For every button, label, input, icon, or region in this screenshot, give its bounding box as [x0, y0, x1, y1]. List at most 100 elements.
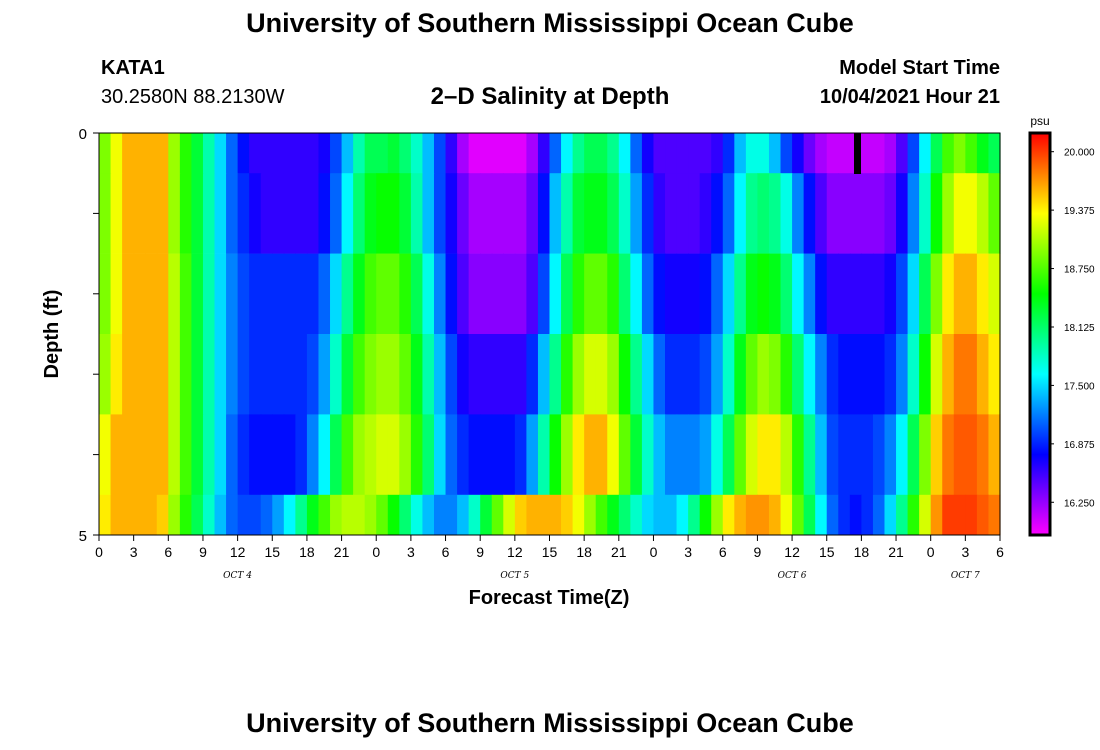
station-coordinates: 30.2580N 88.2130W [101, 86, 285, 108]
heat-cell [665, 494, 678, 536]
heat-cell [826, 494, 839, 536]
heat-cell [330, 414, 343, 496]
heat-cell [249, 253, 262, 335]
x-tick-label: 12 [507, 544, 523, 560]
heat-cell [734, 133, 747, 174]
heat-cell [768, 133, 782, 174]
heat-cell [514, 414, 527, 496]
heat-cell [422, 334, 435, 415]
heat-cell [214, 334, 227, 415]
heat-cell [745, 334, 759, 415]
heat-cell [272, 414, 285, 496]
heat-cell [768, 494, 782, 536]
heat-cell [330, 133, 343, 174]
heat-cell [549, 253, 562, 335]
heat-cell [214, 414, 227, 496]
heat-cell [607, 253, 620, 335]
heat-cell [907, 253, 920, 335]
colorbar-tick-label: 16.250 [1064, 498, 1095, 509]
heat-cell [849, 494, 862, 536]
heat-cell [480, 494, 493, 536]
heat-cell [595, 494, 608, 536]
heat-cell [237, 253, 250, 335]
heat-cell [768, 173, 782, 254]
heat-cell [976, 334, 990, 415]
heat-cell [780, 414, 793, 496]
heat-cell [872, 133, 886, 174]
heat-cell [191, 334, 204, 415]
heat-cell [572, 133, 585, 174]
day-labels: OCT 4 OCT 5 OCT 6 OCT 7 [223, 571, 980, 581]
heat-cell [156, 133, 169, 174]
heat-cell [387, 494, 400, 536]
heat-cell [399, 494, 412, 536]
heat-cell [410, 414, 424, 496]
heat-cell [99, 173, 112, 254]
heat-cell [122, 414, 135, 496]
heat-cell [433, 334, 447, 415]
heat-cell [907, 173, 920, 254]
heat-cell [768, 334, 782, 415]
heat-cell [272, 334, 285, 415]
heat-cell [815, 414, 828, 496]
heat-cell [734, 173, 747, 254]
x-tick-label: 9 [199, 544, 207, 560]
heat-cell [676, 253, 689, 335]
heat-cell [214, 133, 227, 174]
heat-cell [907, 494, 920, 536]
heat-cell [884, 494, 897, 536]
heat-cell [930, 133, 943, 174]
heat-cell [433, 494, 447, 536]
heat-cell [561, 133, 574, 174]
heat-cell [930, 494, 943, 536]
colorbar-tick-label: 18.125 [1064, 323, 1095, 334]
heat-cell [237, 133, 250, 174]
heat-cell [376, 334, 389, 415]
heat-cell [722, 334, 735, 415]
colorbar-unit: psu [1030, 114, 1049, 128]
heat-cell [306, 173, 320, 254]
heat-cell [457, 494, 470, 536]
heat-cell [410, 334, 424, 415]
heat-cell [584, 253, 597, 335]
heat-cell [191, 253, 204, 335]
heat-cell [514, 334, 527, 415]
heat-cell [341, 414, 354, 496]
heat-cell [260, 414, 273, 496]
heat-cell [838, 253, 851, 335]
heat-cell [676, 494, 689, 536]
heat-cell [630, 334, 643, 415]
heat-cell [988, 173, 1001, 254]
heatmap-cells [99, 133, 1001, 536]
heat-cell [976, 494, 990, 536]
x-tick-label: 3 [961, 544, 969, 560]
heat-cell [168, 173, 181, 254]
heat-cell [988, 334, 1001, 415]
heat-cell [260, 173, 273, 254]
x-tick-label: 0 [927, 544, 935, 560]
heat-cell [480, 173, 493, 254]
heat-cell [330, 253, 343, 335]
time-marker [854, 133, 861, 174]
colorbar-tick-label: 20.000 [1064, 148, 1095, 159]
heat-cell [226, 173, 239, 254]
heat-cell [942, 414, 955, 496]
heat-cell [665, 414, 678, 496]
heat-cell [930, 414, 943, 496]
heat-cell [260, 133, 273, 174]
heat-cell [976, 173, 990, 254]
heat-cell [156, 414, 169, 496]
heat-cell [399, 173, 412, 254]
heat-cell [376, 173, 389, 254]
heat-cell [214, 494, 227, 536]
heat-cell [988, 133, 1001, 174]
heat-cell [179, 173, 193, 254]
heat-cell [988, 414, 1001, 496]
heat-cell [99, 334, 112, 415]
heat-cell [595, 414, 608, 496]
colorbar-tick-label: 19.375 [1064, 206, 1095, 217]
heat-cell [168, 414, 181, 496]
heat-cell [768, 414, 782, 496]
heat-cell [422, 494, 435, 536]
heat-cell [976, 253, 990, 335]
